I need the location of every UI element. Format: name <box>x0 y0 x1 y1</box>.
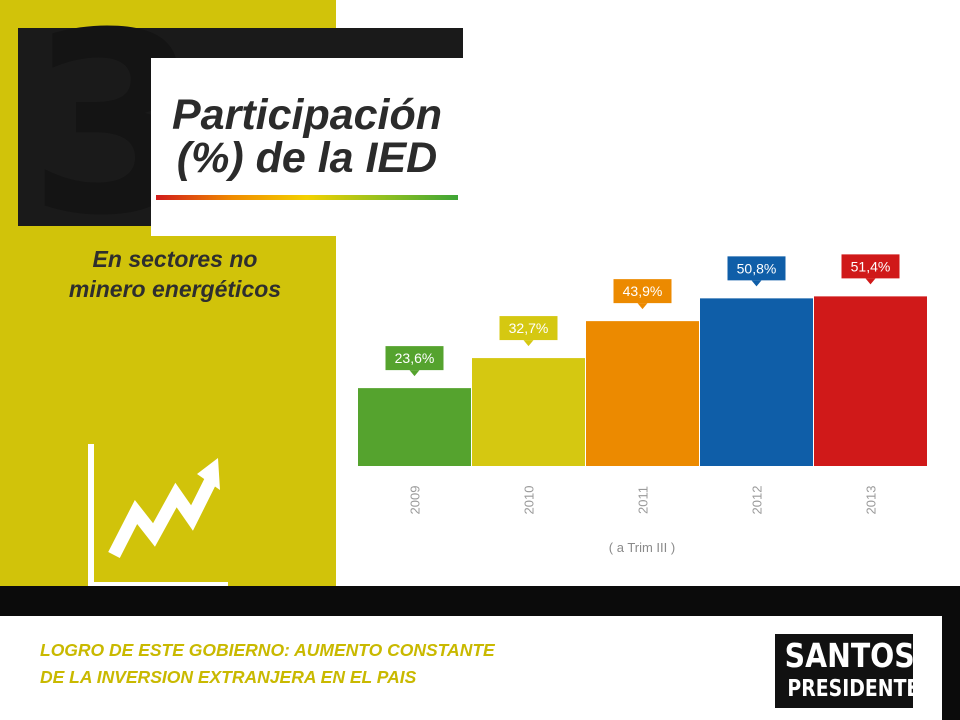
bar-2010 <box>472 358 585 466</box>
callout-pointer <box>637 303 648 310</box>
data-label: 43,9% <box>623 283 663 299</box>
x-tick-label: 2009 <box>408 486 423 515</box>
subtitle: En sectores no minero energéticos <box>20 244 330 304</box>
footer-right-bar <box>942 586 960 720</box>
value-callouts-group: 23,6% 32,7% 43,9% 50,8% 51,4% <box>385 254 900 377</box>
subtitle-line-2: minero energéticos <box>68 276 282 302</box>
footer-band <box>0 586 960 616</box>
arrow-head <box>197 458 220 490</box>
callout-box <box>499 316 558 341</box>
x-tick-label: 2013 <box>864 486 879 515</box>
callout-box <box>727 256 786 281</box>
x-tick-labels-group: 2009 2010 2011 2012 2013 <box>408 486 879 515</box>
title-card: Participación (%) de la IED <box>151 58 463 236</box>
logo-line-2: PRESIDENTE <box>787 676 920 702</box>
title-gradient-rule <box>156 195 458 200</box>
value-callout-2011: 43,9% <box>613 279 672 310</box>
footer-line-1: LOGRO DE ESTE GOBIERNO: AUMENTO CONSTANT… <box>40 640 495 660</box>
callout-pointer <box>751 280 762 287</box>
zigzag-arrow-body <box>108 475 218 558</box>
value-callout-2010: 32,7% <box>499 316 558 347</box>
bar-chart: 23,6%32,7%43,9%50,8% 51,4% 2009 2010 2011 20… <box>358 254 927 555</box>
value-callout-2013: 51,4% <box>841 254 900 285</box>
title-line-1: Participación <box>171 91 443 139</box>
callout-box <box>613 279 672 304</box>
x-tick-label: 2011 <box>636 486 651 514</box>
bar-2013 <box>814 296 927 466</box>
value-callout-2009: 23,6% <box>385 346 444 377</box>
subtitle-line-1: En sectores no <box>92 246 258 272</box>
footer-line-2: DE LA INVERSION EXTRANJERA EN EL PAIS <box>40 667 417 687</box>
logo-line-1: SANTOS <box>784 636 915 675</box>
title-frame: 3 Participación (%) de la IED <box>18 0 463 250</box>
bars-group <box>358 296 927 466</box>
axis-lines <box>88 444 228 588</box>
title-line-2: (%) de la IED <box>176 134 438 182</box>
bar-2012 <box>700 298 813 466</box>
x-axis-note: ( a Trim III ) <box>609 540 675 555</box>
callout-pointer <box>409 370 420 377</box>
callout-pointer <box>523 340 534 347</box>
bar-2009 <box>358 388 471 466</box>
data-label: 51,4% <box>851 258 891 274</box>
santos-presidente-logo: SANTOS PRESIDENTE <box>775 634 920 708</box>
callout-box <box>385 346 444 371</box>
data-label: 23,6% <box>395 350 435 366</box>
x-tick-label: 2010 <box>522 486 537 515</box>
data-label: 32,7% <box>509 320 549 336</box>
callout-pointer <box>865 278 876 285</box>
bar-2011 <box>586 321 699 466</box>
rising-arrow-chart-icon <box>88 444 228 588</box>
callout-box <box>841 254 900 279</box>
value-callout-2012: 50,8% <box>727 256 786 287</box>
data-label: 50,8% <box>737 260 777 276</box>
x-tick-label: 2012 <box>750 486 765 515</box>
